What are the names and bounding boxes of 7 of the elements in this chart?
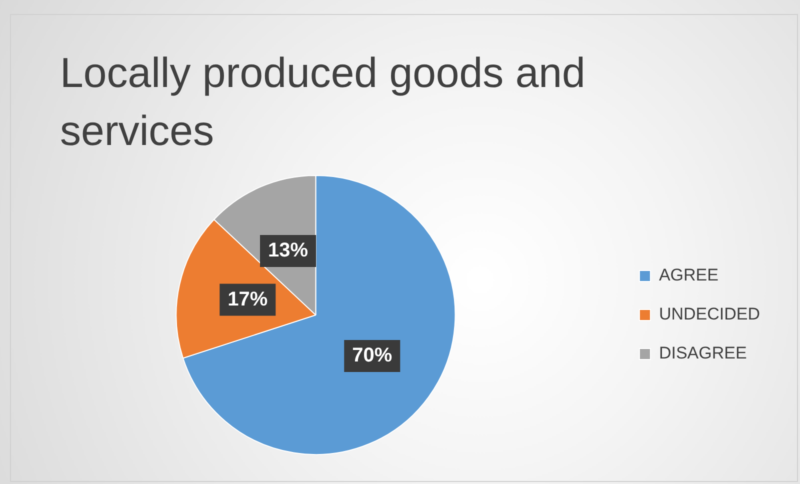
legend-label: UNDECIDED [658, 304, 760, 324]
chart-title: Locally produced goods and services [60, 48, 586, 156]
data-label: 70% [352, 344, 392, 367]
data-label: 17% [228, 288, 268, 310]
legend-label: AGREE [658, 266, 718, 285]
legend-label: DISAGREE [658, 344, 747, 363]
data-label: 13% [268, 240, 308, 262]
